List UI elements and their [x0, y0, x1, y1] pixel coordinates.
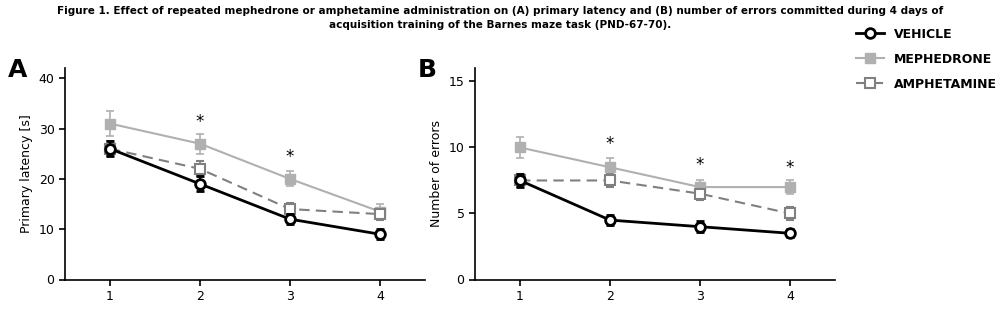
Text: A: A — [7, 58, 27, 82]
Y-axis label: Number of errors: Number of errors — [430, 120, 443, 228]
Text: *: * — [606, 135, 614, 153]
Text: *: * — [286, 148, 294, 166]
Text: Figure 1. Effect of repeated mephedrone or amphetamine administration on (A) pri: Figure 1. Effect of repeated mephedrone … — [57, 6, 943, 30]
Y-axis label: Primary latency [s]: Primary latency [s] — [20, 114, 33, 233]
Text: *: * — [786, 159, 794, 176]
Legend: VEHICLE, MEPHEDRONE, AMPHETAMINE: VEHICLE, MEPHEDRONE, AMPHETAMINE — [851, 22, 1000, 96]
Text: *: * — [696, 156, 704, 174]
Text: *: * — [196, 113, 204, 131]
Text: B: B — [417, 58, 436, 82]
